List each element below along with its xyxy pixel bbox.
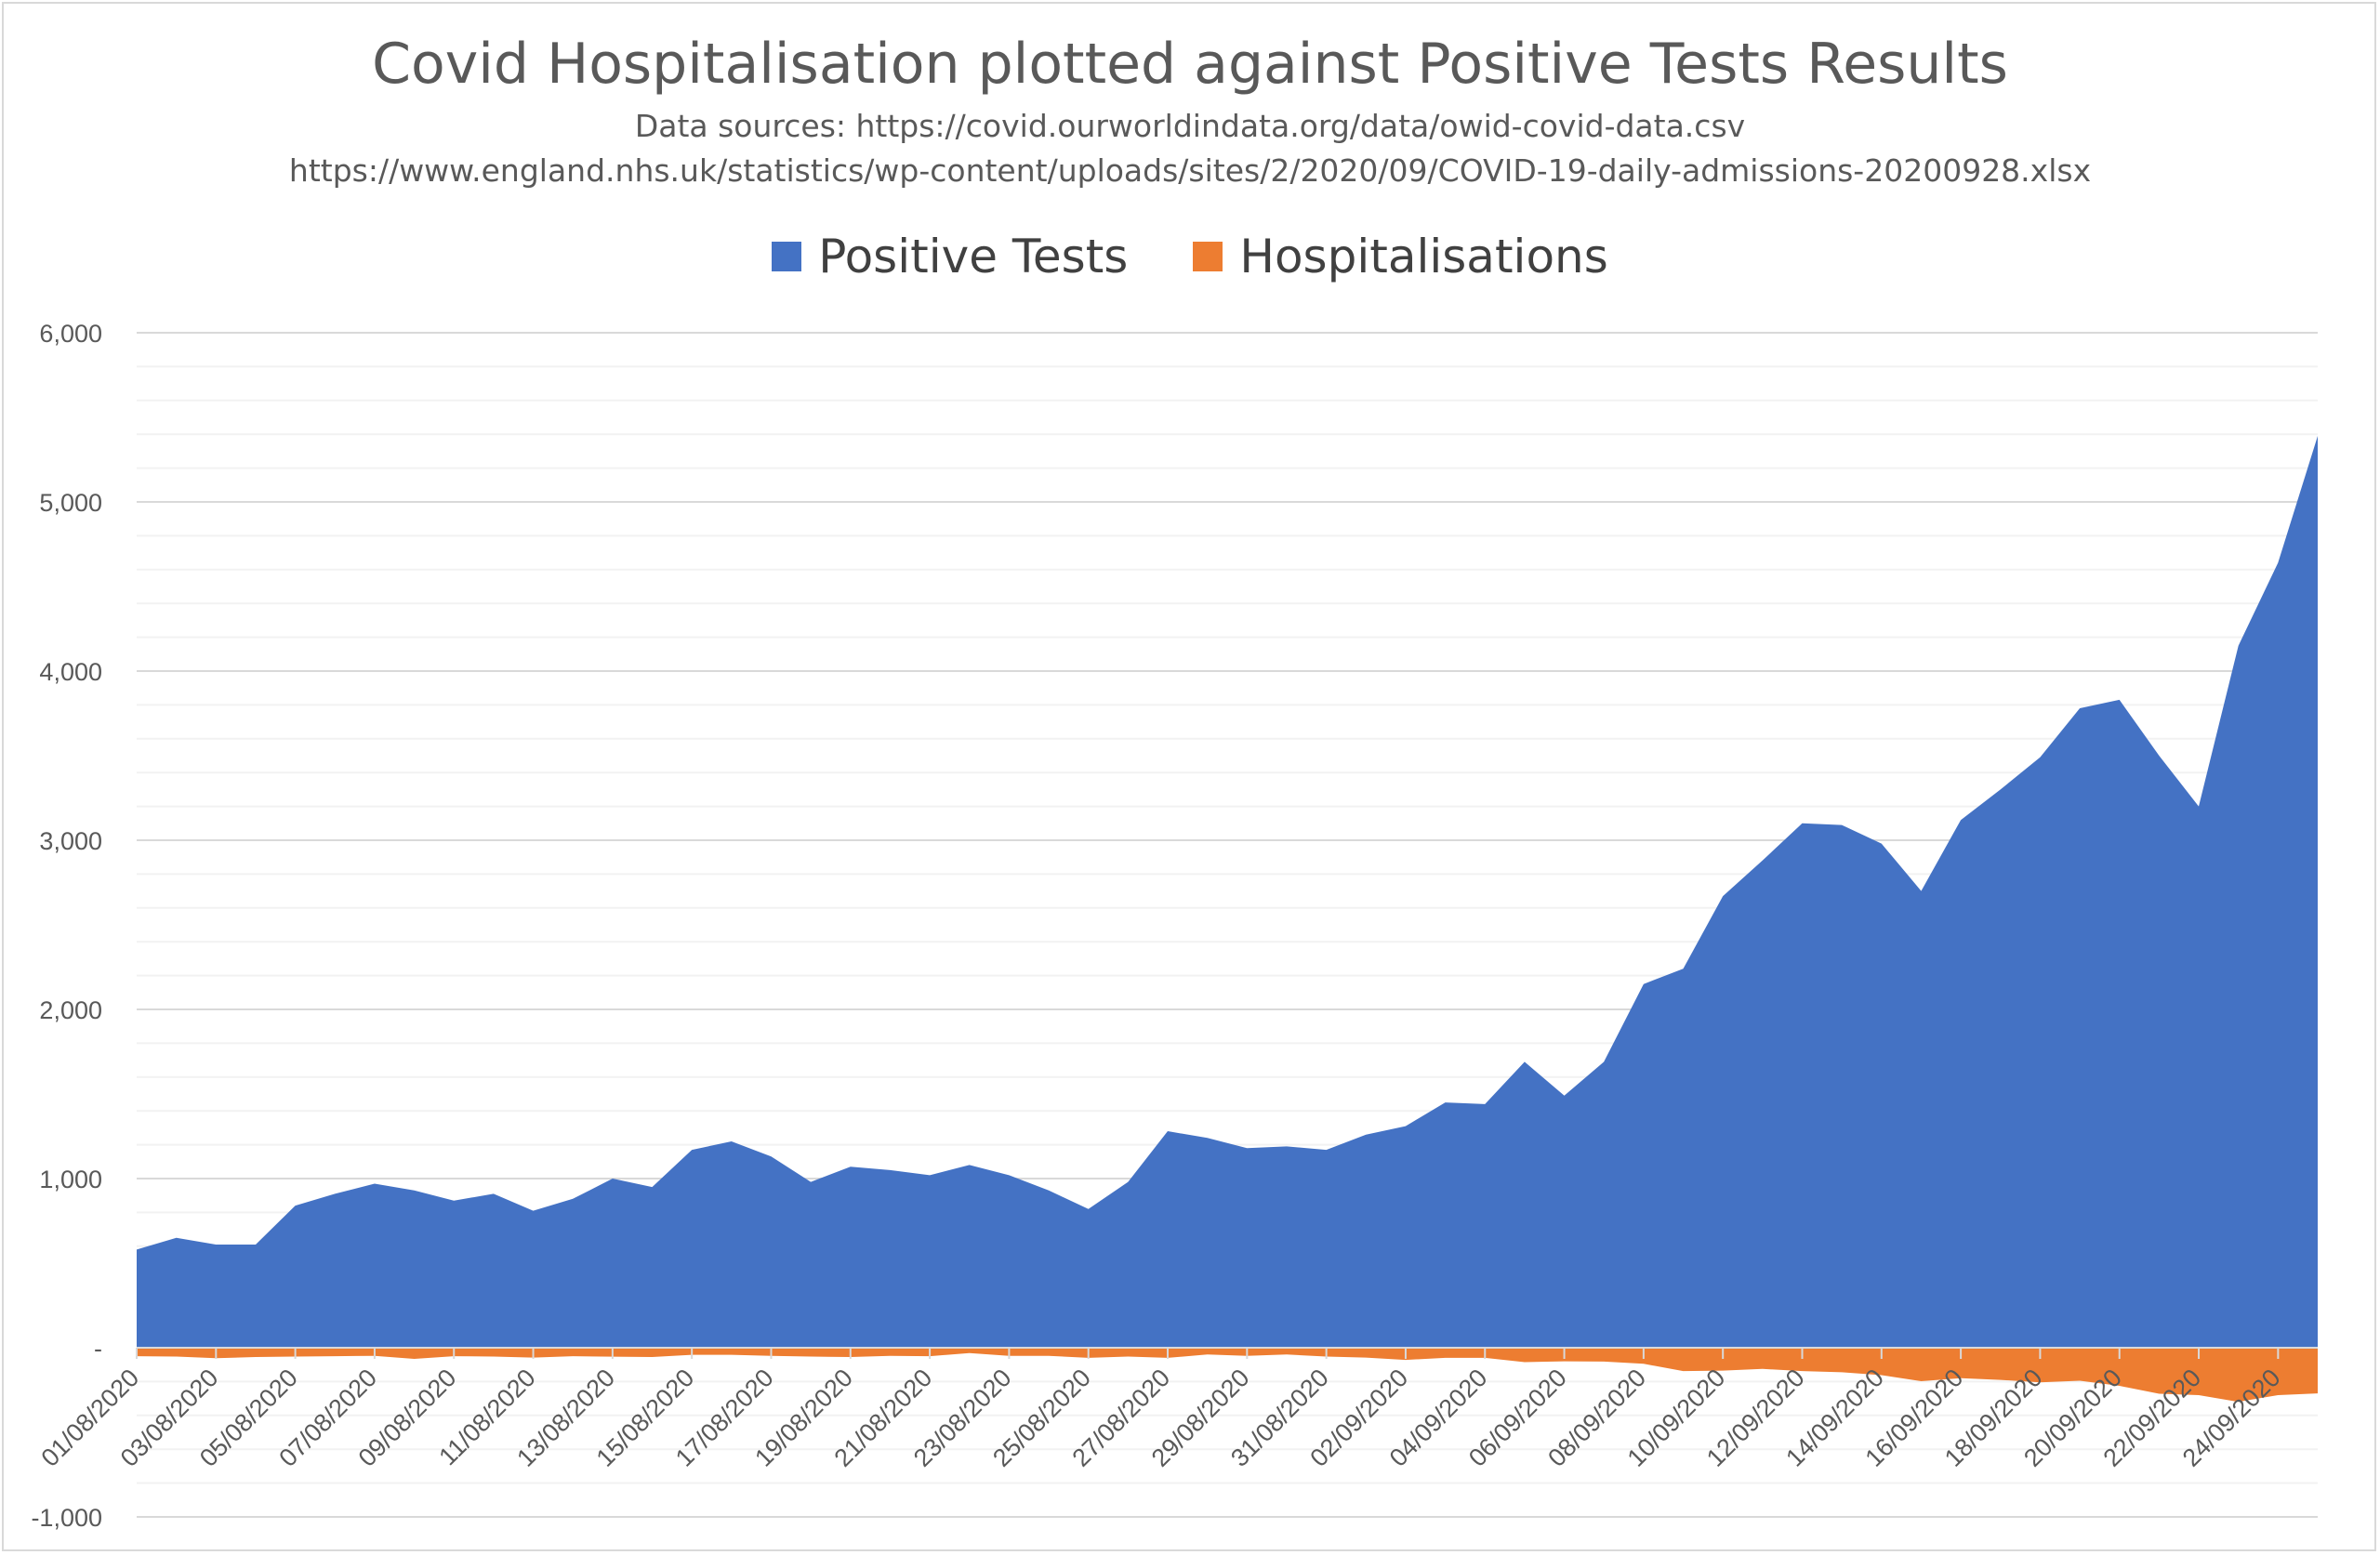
chart-legend: Positive Tests Hospitalisations (0, 227, 2380, 286)
y-tick-label: 4,000 (39, 658, 102, 686)
y-tick-label: 1,000 (39, 1166, 102, 1193)
legend-label-positive-tests: Positive Tests (818, 230, 1129, 283)
chart-subtitle-url: https://www.england.nhs.uk/statistics/wp… (288, 152, 2092, 189)
y-tick-label: 2,000 (39, 996, 102, 1024)
chart-title: Covid Hospitalisation plotted against Po… (372, 32, 2008, 97)
legend-label-hospitalisations: Hospitalisations (1239, 230, 1608, 283)
series-area-positive-tests (137, 436, 2318, 1348)
y-tick-label: 3,000 (39, 827, 102, 855)
chart-subtitle-sources: Data sources: https://covid.ourworldinda… (634, 108, 1746, 144)
legend-item-hospitalisations: Hospitalisations (1193, 230, 1608, 283)
legend-item-positive-tests: Positive Tests (772, 230, 1128, 283)
series-area-hospitalisations (137, 1348, 2318, 1403)
y-tick-label: 6,000 (39, 320, 102, 348)
y-tick-label: 5,000 (39, 489, 102, 517)
legend-swatch-hospitalisations (1193, 242, 1223, 271)
y-tick-label: - (94, 1335, 102, 1363)
legend-swatch-positive-tests (772, 242, 802, 271)
y-tick-label: -1,000 (31, 1504, 102, 1532)
